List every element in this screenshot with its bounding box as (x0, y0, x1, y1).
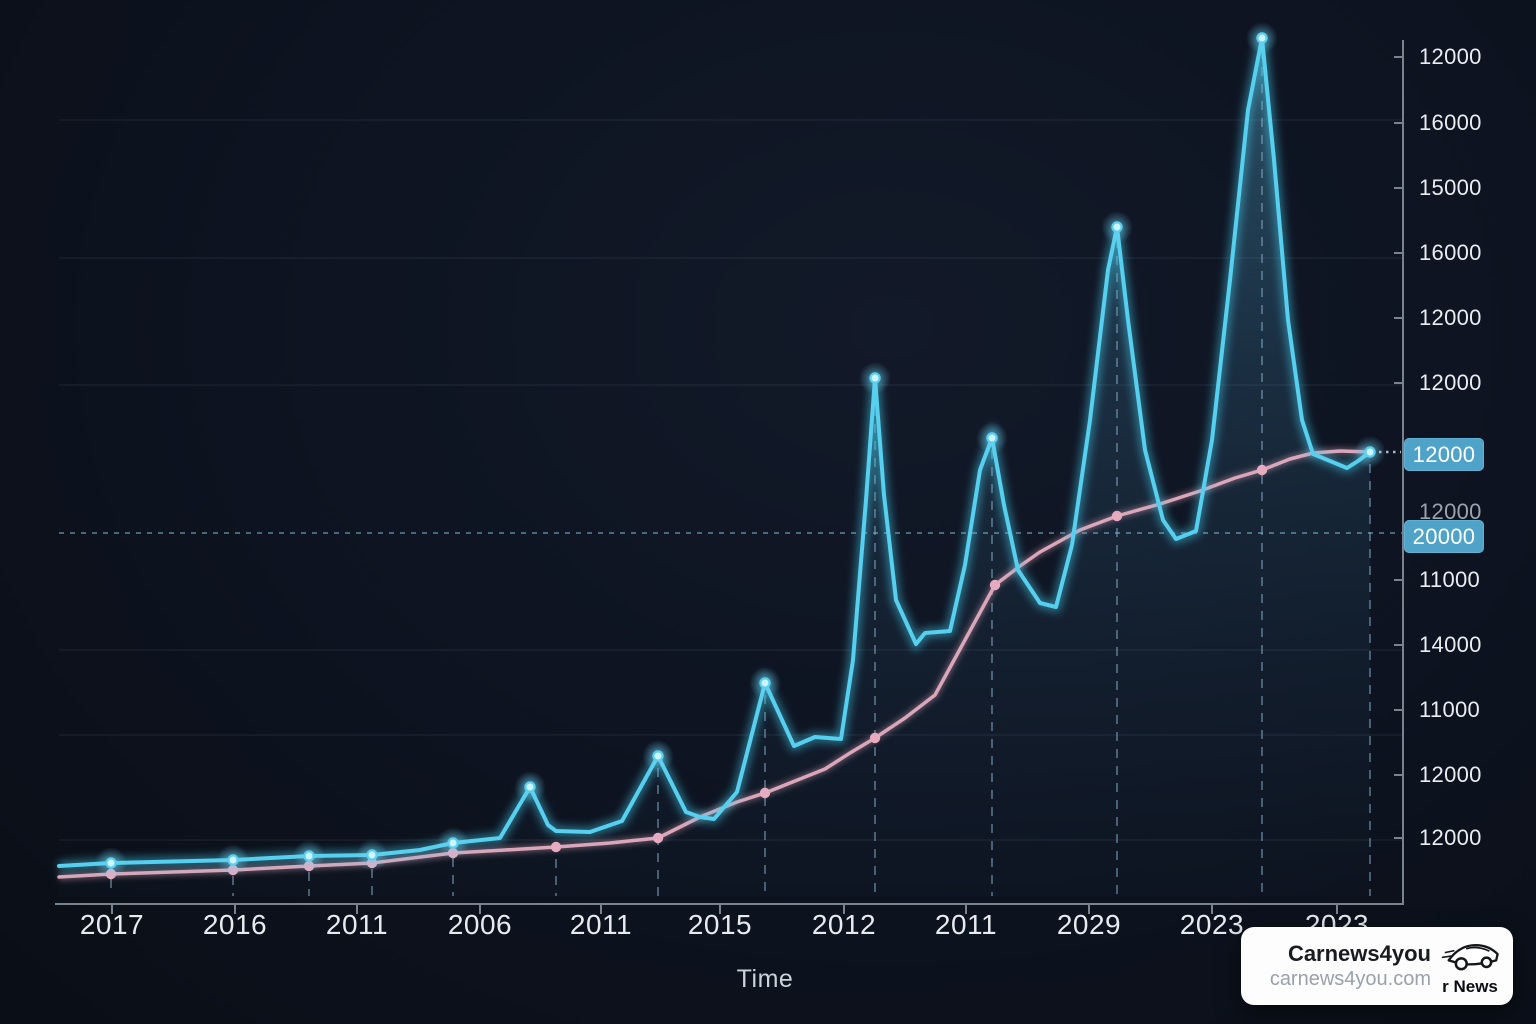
x-axis-label: 2011 (569, 909, 633, 940)
y-axis-label: 12000 (1419, 44, 1482, 69)
x-axis-label: 2029 (1056, 909, 1122, 940)
watermark-card: Carnews4you carnews4you.com r News (1241, 927, 1513, 1005)
x-axis-label: 2015 (687, 909, 753, 940)
y-axis-label: 12000 (1419, 370, 1482, 395)
y-axis-label: 16000 (1419, 240, 1482, 265)
x-axis-title: Time (736, 965, 794, 993)
car-logo-text: r News (1442, 976, 1498, 996)
y-axis-label: 16000 (1419, 110, 1482, 135)
watermark-url: carnews4you.com (1269, 968, 1431, 990)
y-axis-highlight-badge: 20000 (1404, 520, 1484, 553)
x-axis-label: 2011 (934, 909, 998, 940)
car-icon (1439, 938, 1501, 979)
y-axis-label: 14000 (1419, 632, 1482, 657)
x-axis-label: 2016 (202, 909, 268, 940)
y-axis-label: 15000 (1419, 175, 1482, 200)
watermark-text-block: Carnews4you carnews4you.com (1270, 941, 1431, 991)
x-axis-label: 2017 (79, 909, 145, 940)
y-axis-label: 12000 (1419, 762, 1482, 787)
x-axis-label: 2023 (1179, 909, 1245, 940)
y-axis-label: 12000 (1419, 825, 1482, 850)
y-axis-label: 12000 (1419, 305, 1482, 330)
x-axis-label: 2006 (447, 909, 513, 940)
y-axis-label: 11000 (1419, 697, 1481, 722)
y-axis-label: 11000 (1419, 567, 1481, 592)
y-axis-highlight-badge: 12000 (1404, 438, 1484, 471)
x-axis-label: 2012 (811, 909, 877, 940)
y-axis-label-partially-hidden: 12000 (1419, 499, 1482, 524)
x-axis-label: 2011 (325, 909, 389, 940)
watermark-title: Carnews4you (1287, 941, 1431, 966)
carnews-logo: r News (1437, 938, 1503, 995)
